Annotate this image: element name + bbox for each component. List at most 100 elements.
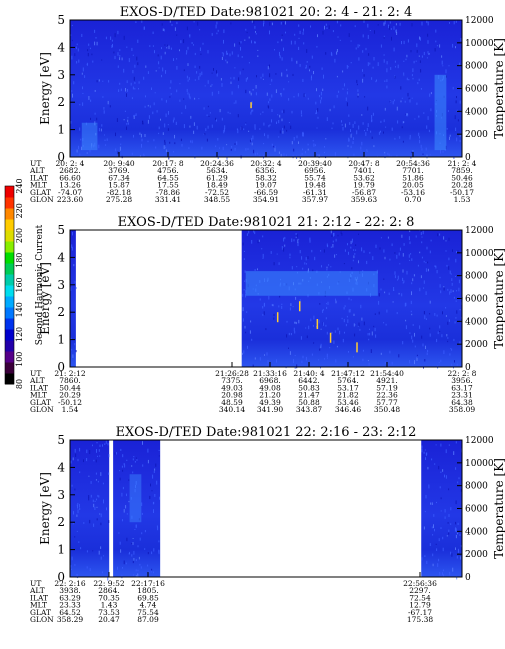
texture-speck [92, 499, 94, 503]
texture-speck [283, 125, 285, 129]
texture-speck [93, 523, 95, 527]
texture-speck [137, 545, 139, 548]
texture-speck [348, 351, 349, 353]
texture-speck [137, 39, 139, 43]
texture-speck [380, 237, 382, 239]
texture-speck [292, 306, 294, 308]
texture-speck [271, 119, 272, 123]
texture-speck [431, 502, 433, 505]
texture-speck [342, 70, 344, 73]
texture-speck [271, 78, 273, 82]
texture-speck [233, 102, 235, 104]
texture-speck [362, 358, 364, 362]
texture-speck [281, 72, 283, 77]
texture-speck [342, 127, 344, 131]
texture-speck [251, 137, 253, 142]
texture-speck [96, 80, 98, 83]
texture-speck [313, 315, 315, 320]
texture-speck [305, 327, 307, 329]
texture-speck [450, 289, 452, 293]
texture-speck [446, 75, 447, 78]
texture-speck [448, 488, 450, 491]
texture-speck [442, 536, 444, 540]
texture-speck [252, 89, 254, 91]
texture-speck [425, 291, 427, 295]
texture-speck [269, 98, 271, 101]
texture-speck [449, 134, 451, 137]
texture-speck [317, 116, 319, 119]
texture-speck [451, 363, 453, 366]
y-tick-label: 5 [57, 13, 65, 27]
texture-speck [165, 149, 167, 153]
texture-speck [432, 534, 434, 536]
texture-speck [459, 309, 461, 311]
texture-speck [127, 122, 129, 125]
texture-speck [402, 277, 404, 282]
texture-speck [119, 57, 121, 60]
texture-speck [417, 82, 419, 85]
texture-speck [103, 499, 104, 504]
texture-speck [420, 88, 422, 90]
texture-speck [126, 46, 128, 48]
texture-speck [332, 30, 334, 33]
texture-speck [115, 452, 117, 455]
texture-speck [176, 58, 178, 60]
texture-speck [271, 143, 273, 146]
intensity-band [245, 271, 378, 296]
texture-speck [383, 119, 385, 123]
texture-speck [100, 472, 102, 476]
table-cell: 73.53 [98, 608, 120, 617]
table-cell: 23.33 [59, 601, 81, 610]
texture-speck [144, 105, 146, 108]
texture-speck [446, 264, 448, 267]
texture-speck [100, 513, 102, 518]
texture-speck [158, 67, 160, 69]
texture-speck [255, 31, 256, 33]
texture-speck [181, 143, 183, 147]
texture-speck [380, 120, 382, 123]
texture-speck [296, 266, 298, 268]
texture-speck [189, 125, 191, 128]
texture-speck [413, 60, 415, 64]
texture-speck [100, 128, 102, 132]
texture-speck [326, 268, 328, 271]
table-cell: 2297. [409, 586, 430, 595]
texture-speck [357, 94, 359, 98]
texture-speck [456, 109, 458, 112]
texture-speck [147, 459, 149, 464]
texture-speck [330, 230, 332, 234]
texture-speck [87, 49, 89, 52]
texture-speck [368, 338, 370, 341]
texture-speck [125, 88, 126, 92]
texture-speck [329, 108, 331, 112]
texture-speck [449, 270, 451, 274]
texture-speck [388, 24, 389, 29]
texture-speck [326, 243, 328, 247]
texture-speck [426, 125, 428, 129]
colorbar-tick-label: 160 [15, 277, 24, 292]
texture-speck [268, 125, 270, 128]
texture-speck [451, 278, 453, 281]
texture-speck [434, 313, 436, 316]
texture-speck [316, 88, 317, 92]
texture-speck [395, 66, 396, 68]
texture-speck [280, 21, 282, 25]
texture-speck [147, 140, 149, 143]
texture-speck [456, 96, 457, 99]
texture-speck [229, 53, 231, 57]
texture-speck [266, 352, 268, 356]
texture-speck [390, 28, 392, 30]
texture-speck [361, 317, 363, 321]
texture-speck [429, 543, 431, 546]
texture-speck [271, 94, 273, 98]
texture-speck [81, 33, 83, 37]
table-cell: 20.98 [221, 391, 243, 400]
table-cell: 1805. [137, 586, 158, 595]
texture-speck [207, 50, 209, 54]
texture-speck [411, 151, 413, 154]
texture-speck [349, 122, 351, 125]
texture-speck [375, 334, 377, 338]
texture-speck [114, 452, 116, 455]
texture-speck [333, 340, 335, 344]
texture-speck [74, 53, 76, 57]
